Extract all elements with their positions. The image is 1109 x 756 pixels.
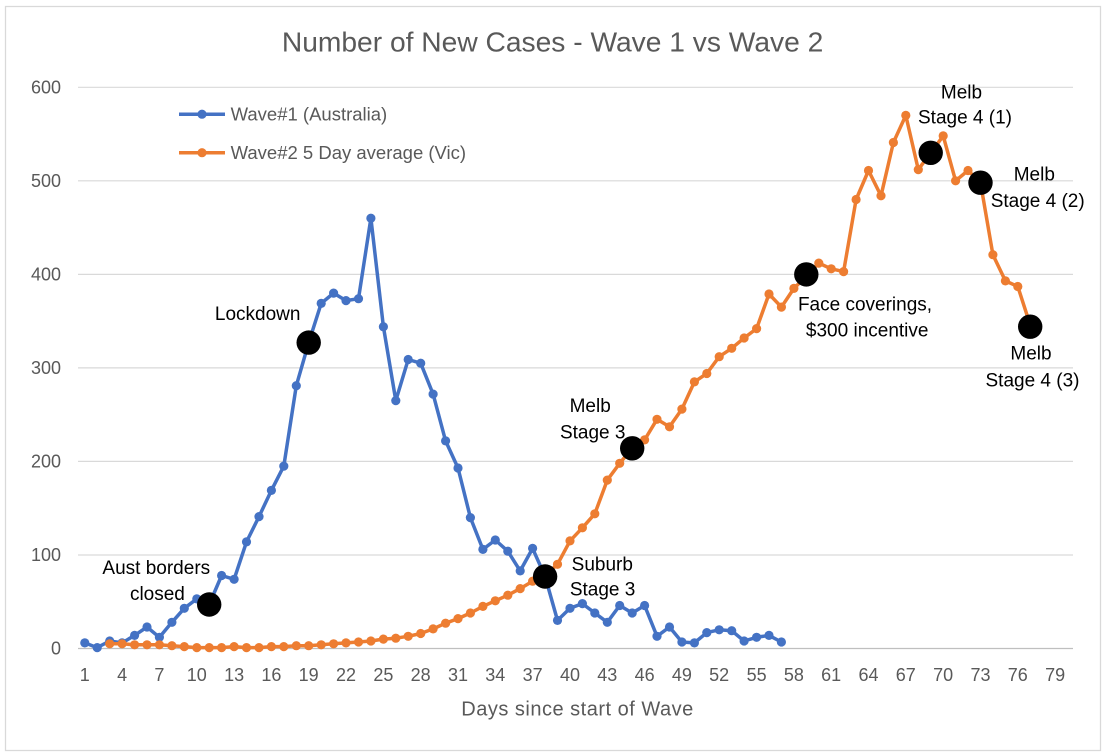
- svg-text:76: 76: [1008, 665, 1028, 685]
- svg-text:13: 13: [224, 665, 244, 685]
- svg-text:49: 49: [672, 665, 692, 685]
- svg-text:64: 64: [858, 665, 878, 685]
- svg-text:52: 52: [709, 665, 729, 685]
- svg-text:500: 500: [31, 171, 61, 191]
- svg-text:Stage 4 (3): Stage 4 (3): [986, 371, 1080, 392]
- svg-text:19: 19: [299, 665, 319, 685]
- svg-text:300: 300: [31, 358, 61, 378]
- svg-text:Number of New Cases - Wave 1 v: Number of New Cases - Wave 1 vs Wave 2: [282, 26, 823, 58]
- svg-text:Lockdown: Lockdown: [215, 304, 301, 325]
- svg-text:70: 70: [933, 665, 953, 685]
- svg-text:58: 58: [784, 665, 804, 685]
- svg-text:Melb: Melb: [1014, 164, 1055, 185]
- svg-text:Wave#1 (Australia): Wave#1 (Australia): [231, 104, 388, 125]
- svg-text:4: 4: [117, 665, 127, 685]
- svg-text:Stage 4 (1): Stage 4 (1): [918, 108, 1012, 129]
- svg-text:Aust borders: Aust borders: [102, 558, 210, 579]
- svg-text:55: 55: [747, 665, 767, 685]
- svg-text:Days since start of Wave: Days since start of Wave: [461, 699, 693, 721]
- svg-text:7: 7: [154, 665, 164, 685]
- svg-text:31: 31: [448, 665, 468, 685]
- svg-text:73: 73: [970, 665, 990, 685]
- svg-text:79: 79: [1045, 665, 1065, 685]
- svg-text:600: 600: [31, 77, 61, 97]
- svg-text:Stage 3: Stage 3: [570, 580, 636, 601]
- svg-text:46: 46: [635, 665, 655, 685]
- svg-text:200: 200: [31, 451, 61, 471]
- svg-text:Stage 3: Stage 3: [560, 423, 626, 444]
- svg-text:Melb: Melb: [1010, 344, 1051, 365]
- svg-text:Melb: Melb: [570, 396, 611, 417]
- svg-text:22: 22: [336, 665, 356, 685]
- svg-text:37: 37: [523, 665, 543, 685]
- svg-text:0: 0: [51, 639, 61, 659]
- svg-text:1: 1: [80, 665, 90, 685]
- svg-text:$300 incentive: $300 incentive: [806, 320, 929, 341]
- svg-text:25: 25: [373, 665, 393, 685]
- svg-text:43: 43: [597, 665, 617, 685]
- svg-text:61: 61: [821, 665, 841, 685]
- svg-text:Suburb: Suburb: [572, 554, 633, 575]
- svg-text:28: 28: [411, 665, 431, 685]
- svg-text:34: 34: [485, 665, 505, 685]
- svg-text:40: 40: [560, 665, 580, 685]
- svg-text:Face coverings,: Face coverings,: [798, 295, 932, 316]
- svg-text:Stage 4 (2): Stage 4 (2): [991, 191, 1085, 212]
- svg-text:67: 67: [896, 665, 916, 685]
- svg-text:16: 16: [261, 665, 281, 685]
- svg-text:Melb: Melb: [941, 82, 982, 103]
- svg-text:Wave#2 5 Day average (Vic): Wave#2 5 Day average (Vic): [231, 142, 466, 163]
- svg-text:10: 10: [187, 665, 207, 685]
- svg-text:100: 100: [31, 545, 61, 565]
- svg-text:closed: closed: [130, 584, 185, 605]
- svg-text:400: 400: [31, 264, 61, 284]
